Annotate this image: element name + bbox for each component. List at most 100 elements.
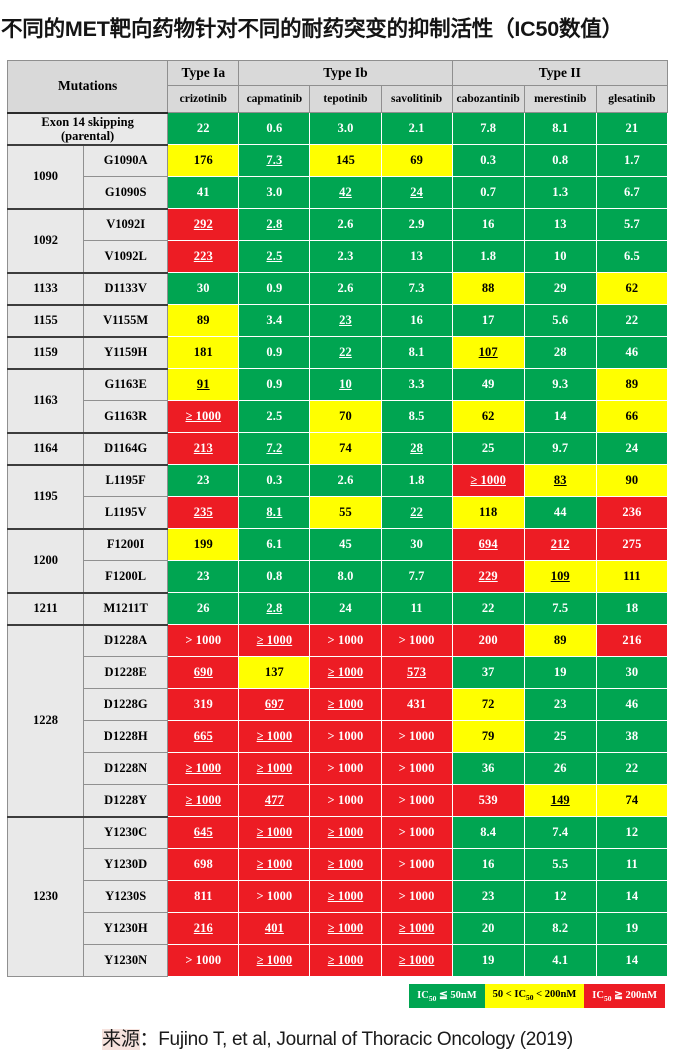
- value-cell: 275: [595, 528, 669, 561]
- value-cell: 7.4: [523, 816, 597, 849]
- value-text: 2.5: [266, 409, 283, 423]
- header-type-ii: Type II: [451, 60, 669, 86]
- value-cell: 74: [309, 432, 382, 465]
- value-cell: 17: [451, 304, 525, 337]
- value-text: 16: [481, 857, 495, 871]
- value-cell: 1.8: [451, 240, 525, 273]
- value-text: 7.4: [552, 825, 569, 839]
- mutation-label: D1228G: [83, 688, 169, 721]
- value-text: 2.8: [266, 601, 283, 615]
- value-cell: 28: [380, 432, 453, 465]
- value-cell: ≥ 1000: [238, 624, 311, 657]
- value-text: 109: [550, 569, 570, 583]
- value-cell: 5.5: [523, 848, 597, 881]
- value-text: 9.7: [552, 441, 569, 455]
- mutation-label: M1211T: [83, 591, 169, 625]
- value-cell: 25: [451, 432, 525, 465]
- value-text: 0.9: [266, 345, 283, 359]
- value-text: 137: [264, 665, 284, 679]
- value-cell: 66: [595, 400, 669, 433]
- table-row: 1164 D1164G 213 7.2 74 28 25 9.7 24: [6, 431, 669, 465]
- page-title: 不同的MET靶向药物针对不同的耐药突变的抑制活性（IC50数值）: [1, 17, 623, 41]
- value-text: 72: [481, 697, 495, 711]
- table-row: D1228Y ≥ 1000 477 > 1000 > 1000 539 149 74: [8, 784, 669, 817]
- value-text: 2.1: [408, 121, 425, 135]
- header-row-drugs: crizotinib capmatinib tepotinib savoliti…: [8, 85, 669, 113]
- value-cell: 0.3: [451, 144, 525, 177]
- value-cell: 23: [523, 688, 597, 721]
- value-cell: ≥ 1000: [238, 848, 311, 881]
- value-cell: 22: [451, 592, 525, 625]
- mutation-group-code: 1133: [6, 271, 85, 305]
- value-text: > 1000: [256, 889, 293, 903]
- value-cell: ≥ 1000: [309, 912, 382, 945]
- value-text: > 1000: [398, 793, 435, 807]
- value-text: 8.1: [552, 121, 569, 135]
- value-text: 23: [339, 313, 352, 327]
- value-text: 694: [478, 537, 498, 551]
- value-cell: 811: [167, 880, 240, 913]
- value-cell: 401: [238, 912, 311, 945]
- legend-subscript: 50: [526, 993, 534, 1003]
- legend-text: 50 < IC50 < 200nM: [492, 989, 577, 1003]
- value-cell: 88: [451, 272, 525, 305]
- value-text: 7.3: [266, 153, 283, 167]
- value-text: 90: [625, 473, 639, 487]
- value-text: 79: [481, 729, 495, 743]
- value-cell: 8.2: [523, 912, 597, 945]
- mutation-label: F1200I: [83, 527, 169, 561]
- value-cell: 2.5: [238, 400, 311, 433]
- value-cell: 2.5: [238, 240, 311, 273]
- value-text: 8.0: [337, 569, 354, 583]
- table-row: G1163R ≥ 1000 2.5 70 8.5 62 14 66: [8, 400, 669, 433]
- value-text: > 1000: [398, 857, 435, 871]
- mutation-group-code: 1090: [6, 143, 85, 209]
- value-text: 6.7: [623, 185, 640, 199]
- value-text: 2.6: [337, 217, 354, 231]
- value-text: 3.0: [337, 121, 354, 135]
- value-cell: 9.7: [523, 432, 597, 465]
- value-text: ≥ 1000: [470, 473, 506, 487]
- value-text: 111: [623, 569, 641, 583]
- value-text: 25: [481, 441, 495, 455]
- value-cell: 19: [523, 656, 597, 689]
- value-cell: > 1000: [167, 624, 240, 657]
- value-cell: 2.6: [309, 208, 382, 241]
- mutation-label: V1092L: [83, 240, 169, 273]
- value-text: > 1000: [327, 761, 364, 775]
- value-cell: 200: [451, 624, 525, 657]
- parental-label-line2: (parental): [60, 128, 115, 143]
- value-cell: 3.0: [238, 176, 311, 209]
- value-text: 16: [410, 313, 423, 327]
- value-cell: ≥ 1000: [380, 944, 453, 977]
- value-cell: 14: [523, 400, 597, 433]
- mutation-group-code: 1230: [6, 815, 85, 977]
- value-text: 25: [553, 729, 567, 743]
- value-text: ≥ 1000: [256, 761, 293, 775]
- value-cell: ≥ 1000: [238, 720, 311, 753]
- value-text: 5.5: [552, 857, 569, 871]
- value-text: 213: [193, 441, 213, 455]
- value-text: 1.8: [408, 473, 425, 487]
- table-row: 1228 D1228A > 1000 ≥ 1000 > 1000 > 1000 200 89 2…: [6, 623, 669, 817]
- value-text: 665: [193, 729, 213, 743]
- value-cell: 1.3: [523, 176, 597, 209]
- value-cell: 6.7: [595, 176, 669, 209]
- header-drug-cabozantinib: cabozantinib: [451, 85, 525, 113]
- value-text: ≥ 1000: [256, 857, 293, 871]
- value-text: 2.8: [266, 217, 283, 231]
- value-text: 37: [481, 665, 495, 679]
- value-cell: 2.1: [380, 112, 453, 145]
- value-text: 2.6: [337, 473, 354, 487]
- value-cell: 690: [167, 656, 240, 689]
- value-cell: 22: [309, 336, 382, 369]
- value-cell: 22: [595, 752, 669, 785]
- value-cell: 30: [595, 656, 669, 689]
- value-cell: 7.3: [238, 144, 311, 177]
- value-text: 118: [478, 505, 498, 519]
- mutation-group-code: 1200: [6, 527, 85, 593]
- value-cell: 8.0: [309, 560, 382, 593]
- table-row: D1228G 319 697 ≥ 1000 431 72 23 46: [8, 688, 669, 721]
- value-text: ≥ 1000: [327, 665, 364, 679]
- value-cell: 645: [167, 816, 240, 849]
